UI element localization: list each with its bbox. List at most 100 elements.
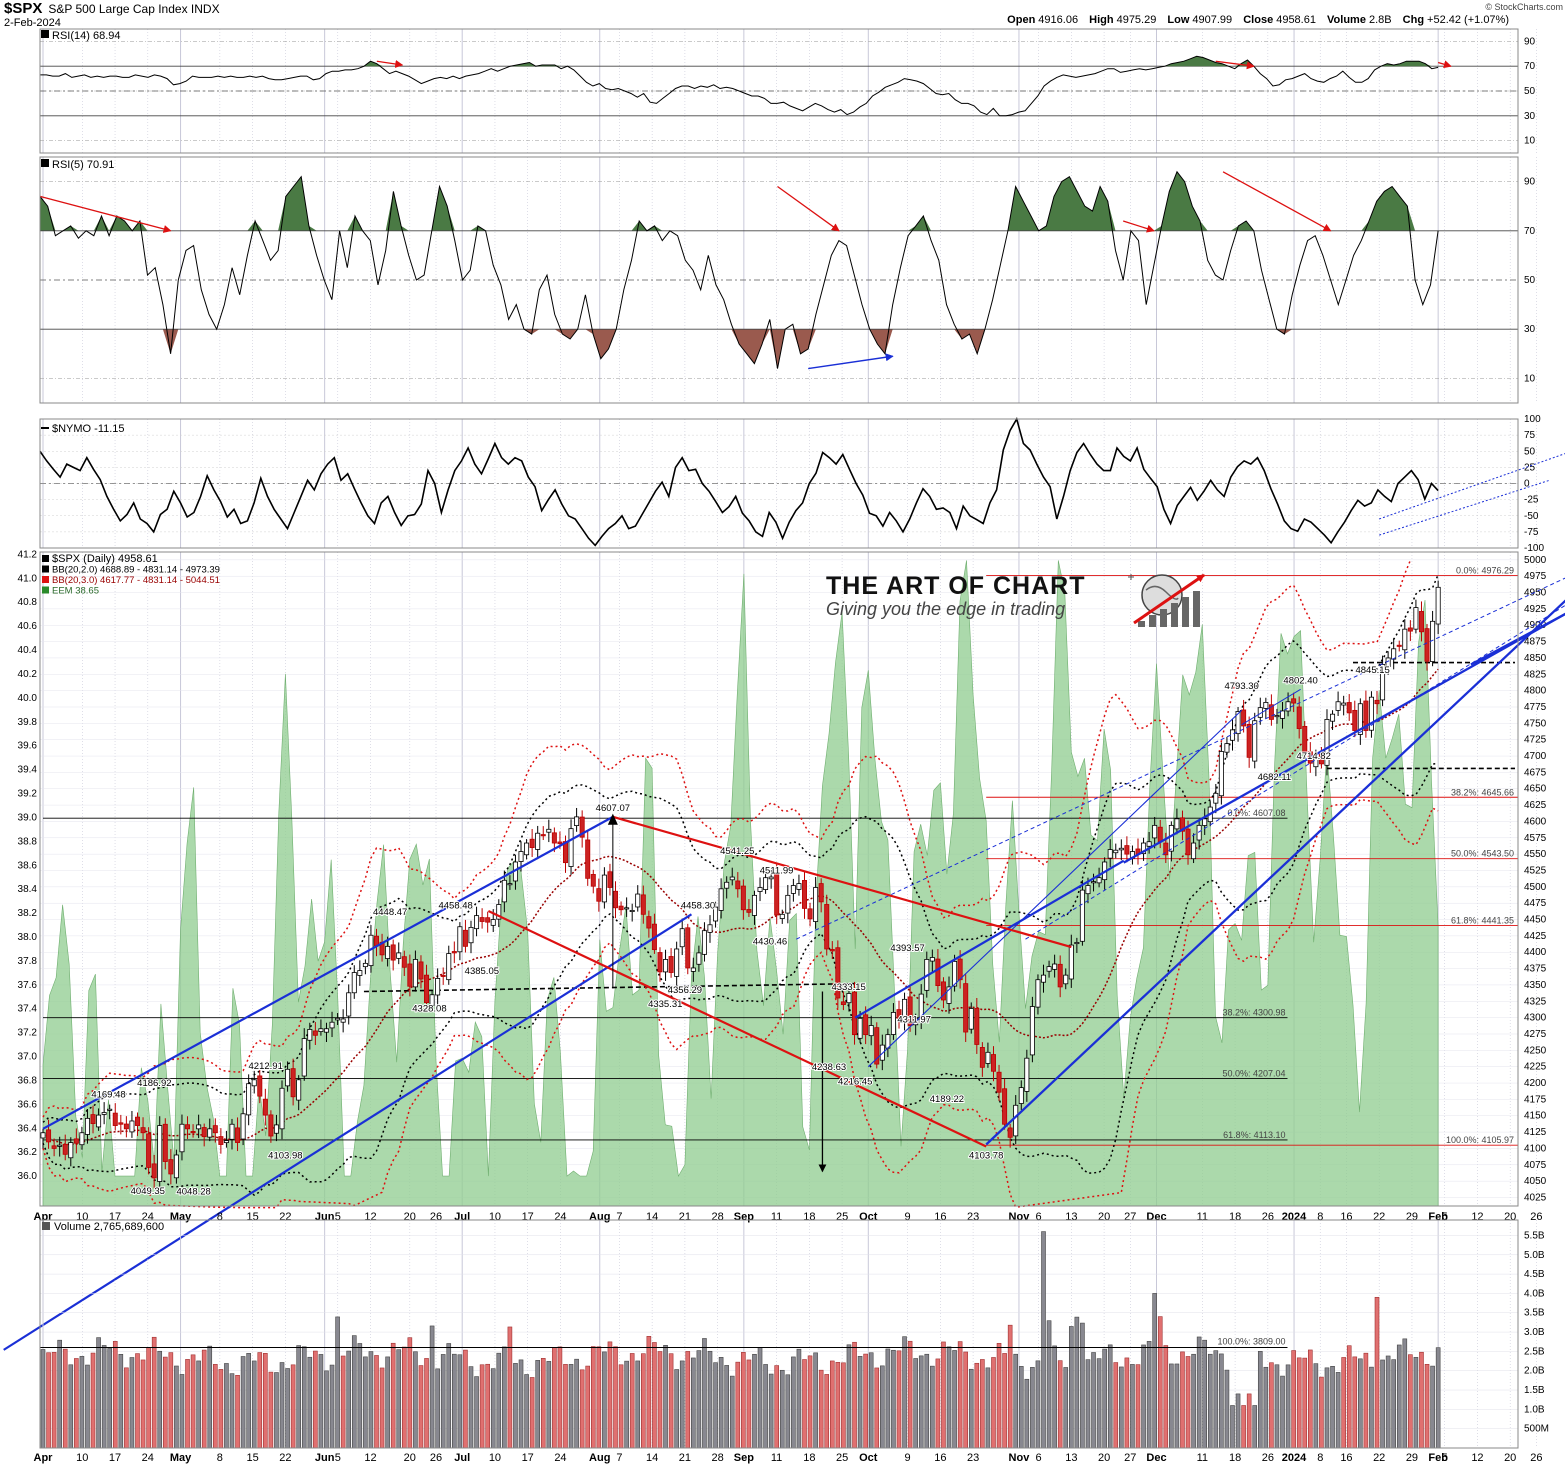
logo-bar-icon xyxy=(1193,591,1200,627)
volume-bar xyxy=(1391,1359,1396,1449)
candle-body xyxy=(1079,889,1085,942)
volume-x-axis-label: 8 xyxy=(1317,1452,1323,1464)
eem-y-tick: 38.4 xyxy=(18,884,38,895)
eem-y-tick: 39.4 xyxy=(18,765,38,776)
volume-bar xyxy=(1257,1351,1263,1449)
volume-bar xyxy=(479,1364,485,1449)
volume-bar xyxy=(796,1348,802,1449)
price-y-tick: 4300 xyxy=(1524,1013,1547,1024)
candle-body xyxy=(763,877,769,890)
peak-marker xyxy=(607,813,618,825)
candle-body xyxy=(507,883,513,886)
rsi14-divergence-arrow xyxy=(1437,60,1452,69)
x-axis-label: 6 xyxy=(1036,1211,1042,1223)
volume-bar xyxy=(1369,1366,1374,1449)
price-y-tick: 4225 xyxy=(1524,1062,1547,1073)
volume-bar xyxy=(1046,1320,1052,1449)
candle-body xyxy=(1052,963,1058,970)
candle-body xyxy=(173,1154,179,1179)
volume-bar xyxy=(829,1360,835,1449)
volume-bar xyxy=(429,1325,435,1449)
volume-bar xyxy=(1102,1348,1107,1449)
candle-body xyxy=(1407,627,1413,632)
candle-body xyxy=(1141,842,1147,855)
candle-body xyxy=(84,1117,90,1135)
volume-x-axis-label: 11 xyxy=(1197,1452,1208,1464)
chg-value: +52.42 (+1.07%) xyxy=(1427,14,1509,26)
volume-x-axis-label: 25 xyxy=(836,1452,848,1464)
volume-bar xyxy=(1013,1353,1019,1449)
candle-body xyxy=(68,1142,74,1159)
volume-y-tick: 5.0B xyxy=(1524,1250,1545,1261)
volume-bar xyxy=(101,1345,107,1449)
x-axis-label: 22 xyxy=(279,1211,291,1223)
volume-bar xyxy=(557,1346,563,1449)
price-annotation: 4169.48 xyxy=(91,1089,125,1100)
volume-bar xyxy=(1007,1324,1013,1449)
candle-body xyxy=(1074,942,1080,945)
eem-y-tick: 38.8 xyxy=(18,836,38,847)
volume-bar xyxy=(1341,1357,1346,1449)
candle-body xyxy=(568,828,574,867)
rsi14-overbought-fill xyxy=(40,56,1439,67)
bb3-lower xyxy=(42,798,1439,1209)
candle-body xyxy=(162,1123,168,1162)
volume-x-axis-label: 20 xyxy=(1098,1452,1110,1464)
price-y-tick: 5000 xyxy=(1524,555,1547,566)
volume-bar xyxy=(1313,1363,1319,1449)
bb2-upper xyxy=(42,574,1439,1123)
dashed-trend-line xyxy=(1025,604,1565,940)
volume-bar xyxy=(502,1346,507,1449)
candle-body xyxy=(557,841,563,845)
candle-body xyxy=(1224,743,1230,753)
volume-bar xyxy=(663,1345,668,1449)
x-axis-label: 28 xyxy=(712,1211,724,1223)
volume-bar xyxy=(535,1360,540,1449)
candle-body xyxy=(1196,824,1202,841)
volume-y-tick: 500M xyxy=(1524,1424,1549,1435)
price-legend-entry: BB(20,2.0) 4688.89 - 4831.14 - 4973.39 xyxy=(52,565,220,576)
candle-body xyxy=(963,983,969,1033)
ohlc-readout: Open 4916.06 High 4975.29 Low 4907.99 Close… xyxy=(1007,14,1517,26)
candle-body xyxy=(718,888,724,911)
fib-level-label: 50.0%: 4543.50 xyxy=(1451,849,1514,859)
eem-y-tick: 37.0 xyxy=(18,1052,38,1063)
volume-bar xyxy=(1174,1363,1180,1449)
volume-x-axis-label: 11 xyxy=(771,1452,782,1464)
candle-body xyxy=(385,945,391,959)
volume-bar xyxy=(1296,1357,1302,1449)
downtrend-channel-upper xyxy=(612,815,1072,949)
price-y-tick: 4375 xyxy=(1524,964,1547,975)
source-credit: © StockCharts.com xyxy=(1485,2,1563,12)
volume-bar xyxy=(1335,1372,1341,1449)
candle-body xyxy=(974,1008,980,1045)
volume-bar xyxy=(174,1365,179,1449)
candle-body xyxy=(1096,877,1102,884)
candle-body xyxy=(529,838,535,849)
candle-body xyxy=(418,961,424,980)
volume-bar xyxy=(1319,1376,1324,1449)
candle-body xyxy=(874,1027,880,1065)
price-y-tick: 4925 xyxy=(1524,604,1547,615)
x-axis-label: 24 xyxy=(554,1211,566,1223)
volume-bar xyxy=(1413,1357,1419,1449)
candle-body xyxy=(362,962,368,968)
volume-x-axis-label: Dec xyxy=(1146,1452,1166,1464)
support-dashed-line xyxy=(363,982,856,993)
candle-body xyxy=(579,816,585,838)
nymo-legend: $NYMO -11.15 xyxy=(52,423,125,435)
candle-body xyxy=(618,905,624,911)
x-axis-label: 20 xyxy=(1504,1211,1516,1223)
x-axis-label: 12 xyxy=(364,1211,376,1223)
volume-x-axis-label: Jun xyxy=(315,1452,335,1464)
volume-bar xyxy=(1113,1362,1119,1449)
x-axis-label: 9 xyxy=(905,1211,911,1223)
candle-body xyxy=(729,876,735,881)
volume-bar xyxy=(729,1375,735,1449)
x-axis-label: 26 xyxy=(430,1211,442,1223)
volume-bar xyxy=(902,1336,907,1449)
volume-bar xyxy=(807,1355,813,1449)
candle-body xyxy=(1285,701,1291,712)
volume-bar xyxy=(118,1354,124,1449)
rsi5-y-tick: 30 xyxy=(1524,324,1536,335)
